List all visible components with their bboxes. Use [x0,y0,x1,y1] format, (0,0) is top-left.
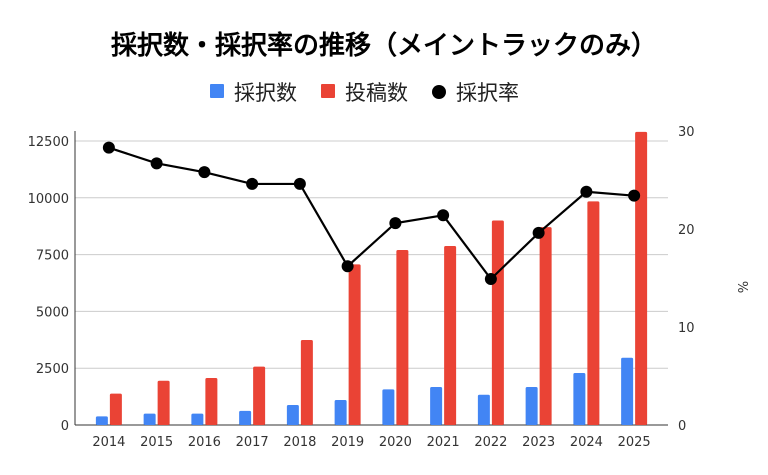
x-tick-label: 2022 [474,435,507,450]
x-tick-label: 2015 [140,435,173,450]
right-axis-label: % [734,281,749,293]
gridlines [74,131,668,426]
right-tick-label: 10 [678,321,695,336]
x-tick-label: 2023 [522,435,555,450]
bar-採択数 [621,357,634,425]
bar-投稿数 [348,264,361,425]
x-tick-label: 2014 [92,435,125,450]
point-採択率 [102,141,115,154]
bar-投稿数 [444,245,457,425]
x-tick-label: 2017 [236,435,269,450]
line-採択率 [108,146,635,281]
point-採択率 [532,226,545,239]
right-tick-label: 0 [678,419,686,434]
bar-採択数 [477,394,490,425]
bar-投稿数 [205,377,218,425]
x-tick-label: 2025 [618,435,651,450]
bar-採択数 [239,410,252,425]
point-採択率 [437,209,450,222]
x-tick-label: 2021 [427,435,460,450]
bar-投稿数 [587,201,600,425]
bar-採択数 [382,389,395,425]
bar-投稿数 [635,131,648,425]
legend-swatch [432,85,446,99]
left-tick-label: 12500 [28,135,69,150]
left-tick-label: 10000 [28,192,69,207]
right-tick-label: 30 [678,125,695,140]
chart-title: 採択数・採択率の推移（メイントラックのみ） [111,30,657,61]
legend-label: 投稿数 [345,81,408,105]
bar-採択数 [525,387,538,425]
left-tick-label: 0 [61,419,69,434]
axis-ticks: 0 2500 5000 7500 10000 12500 0 10 20 30 2014 2015 20… [28,125,695,450]
bar-採択数 [430,387,443,425]
right-tick-label: 20 [678,223,695,238]
bar-投稿数 [253,366,266,425]
bar-採択数 [286,405,299,425]
left-tick-label: 2500 [36,362,69,377]
left-tick-label: 7500 [36,249,69,264]
point-採択率 [389,217,402,230]
legend-label: 採択率 [456,81,519,105]
point-採択率 [246,177,259,190]
x-tick-label: 2019 [331,435,364,450]
legend-swatch [210,84,224,98]
legend-label: 採択数 [234,81,297,105]
bar-採択数 [334,400,347,425]
bar-投稿数 [109,393,122,425]
bar-投稿数 [300,340,313,425]
bar-採択数 [143,413,156,425]
legend: 採択数 投稿数 採択率 [210,81,519,105]
point-採択率 [150,157,163,170]
line-series [102,141,641,285]
bar-採択数 [573,372,586,425]
bar-採択数 [191,413,204,425]
x-tick-label: 2016 [188,435,221,450]
bar-投稿数 [491,220,504,425]
point-採択率 [293,177,306,190]
left-tick-label: 5000 [36,305,69,320]
bar-投稿数 [539,227,552,425]
bar-採択数 [95,416,108,425]
point-採択率 [580,185,593,198]
point-採択率 [628,189,641,202]
bar-投稿数 [157,380,170,425]
point-採択率 [341,260,354,273]
point-採択率 [198,166,211,179]
x-tick-label: 2024 [570,435,603,450]
legend-swatch [321,84,335,98]
bar-投稿数 [396,250,409,425]
x-tick-label: 2020 [379,435,412,450]
x-tick-label: 2018 [283,435,316,450]
bars [95,131,648,425]
point-採択率 [484,272,497,285]
